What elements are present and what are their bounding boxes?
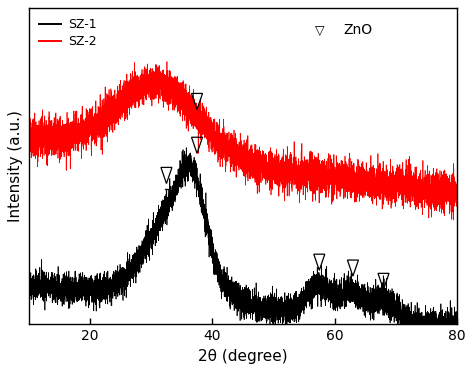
Y-axis label: Intensity (a.u.): Intensity (a.u.) (9, 110, 23, 222)
X-axis label: 2θ (degree): 2θ (degree) (198, 349, 288, 364)
Text: ▽: ▽ (315, 24, 325, 37)
Text: ZnO: ZnO (344, 23, 373, 38)
Legend: SZ-1, SZ-2: SZ-1, SZ-2 (35, 15, 100, 52)
